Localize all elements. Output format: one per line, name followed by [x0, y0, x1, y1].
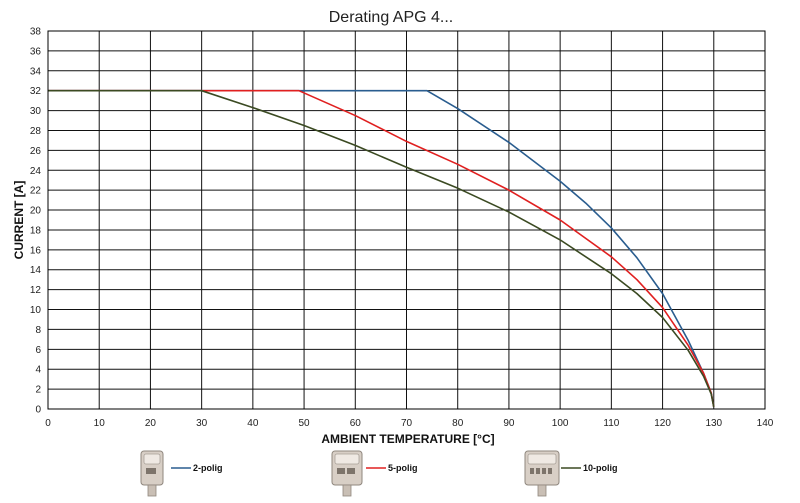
x-tick-labels: 0 10 20 30 40 50 60 70 80 90 100 110 120 130 140 [45, 418, 774, 429]
y-tick-label: 26 [30, 146, 42, 157]
y-tick-label: 38 [30, 27, 42, 38]
grid-lines [47, 30, 766, 410]
x-tick-label: 70 [401, 418, 413, 429]
x-tick-label: 80 [452, 418, 464, 429]
y-axis-label: CURRENT [A] [12, 181, 26, 260]
x-tick-label: 120 [654, 418, 671, 429]
legend-label: 10-polig [583, 463, 618, 473]
y-tick-label: 28 [30, 126, 42, 137]
x-tick-label: 20 [145, 418, 157, 429]
x-tick-label: 60 [350, 418, 362, 429]
x-tick-label: 10 [94, 418, 106, 429]
series-line-2-polig [48, 89, 715, 408]
y-tick-label: 2 [35, 385, 41, 396]
y-tick-label: 22 [30, 186, 42, 197]
y-tick-label: 16 [30, 245, 42, 256]
x-tick-label: 140 [757, 418, 774, 429]
y-tick-label: 34 [30, 66, 42, 77]
x-tick-label: 90 [503, 418, 515, 429]
10-pole-connector-icon [524, 450, 560, 497]
legend-label: 2-polig [193, 463, 223, 473]
x-tick-label: 110 [603, 418, 619, 429]
x-tick-label: 50 [299, 418, 311, 429]
y-tick-label: 36 [30, 46, 42, 57]
plot-frame [47, 30, 766, 410]
2-pole-connector-icon [140, 450, 164, 497]
y-tick-label: 32 [30, 86, 42, 97]
x-tick-label: 40 [247, 418, 259, 429]
series-line-10-polig [48, 89, 715, 408]
x-tick-label: 130 [705, 418, 722, 429]
y-tick-label: 0 [35, 405, 41, 416]
legend-item-5-polig: 5-polig [331, 450, 418, 497]
y-tick-label: 14 [30, 265, 42, 276]
y-tick-label: 30 [30, 106, 42, 117]
y-tick-label: 10 [30, 305, 42, 316]
y-tick-label: 12 [30, 285, 42, 296]
y-tick-label: 20 [30, 206, 42, 217]
series-line-5-polig [48, 89, 715, 408]
series-lines [48, 89, 715, 408]
5-pole-connector-icon [331, 450, 363, 497]
x-axis-label: AMBIENT TEMPERATURE [°C] [321, 432, 494, 446]
x-tick-label: 100 [552, 418, 569, 429]
y-tick-label: 6 [35, 345, 41, 356]
legend-item-2-polig: 2-polig [140, 450, 223, 497]
x-tick-label: 30 [196, 418, 208, 429]
y-tick-label: 24 [30, 166, 42, 177]
legend-label: 5-polig [388, 463, 418, 473]
legend-item-10-polig: 10-polig [524, 450, 618, 497]
y-tick-label: 8 [35, 325, 41, 336]
chart-title: Derating APG 4... [329, 9, 454, 26]
y-tick-label: 18 [30, 225, 42, 236]
legend: 2-polig 5-polig 10-polig [140, 450, 618, 497]
x-tick-label: 0 [45, 418, 51, 429]
y-tick-label: 4 [35, 365, 41, 376]
